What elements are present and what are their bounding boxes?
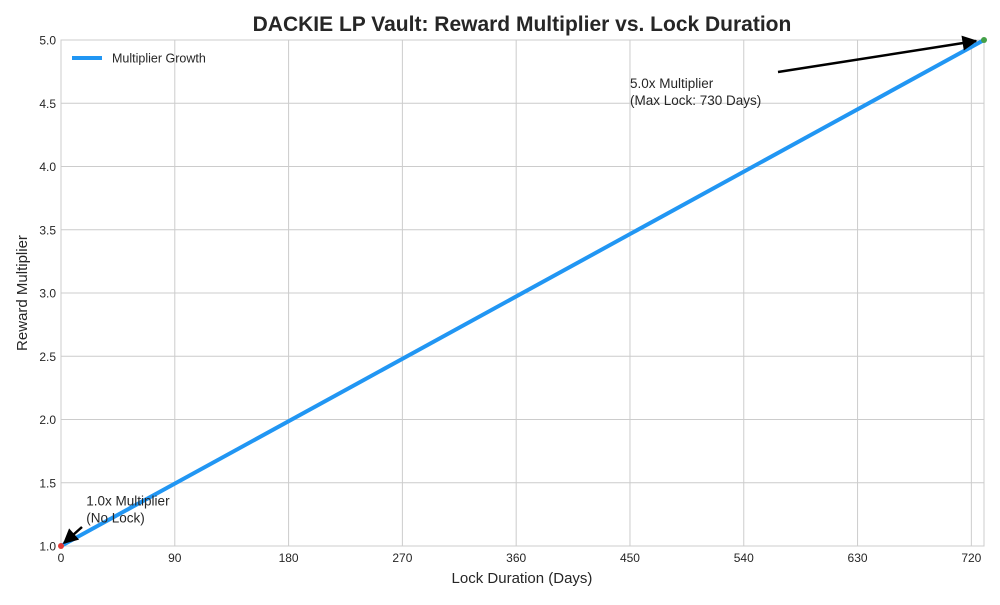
y-tick-label: 3.0	[39, 287, 56, 301]
legend: Multiplier Growth	[72, 52, 206, 66]
y-tick-label: 5.0	[39, 34, 56, 48]
plot-frame	[60, 39, 985, 547]
series-line	[60, 38, 985, 548]
data-point-marker	[981, 37, 987, 43]
x-tick-label: 630	[848, 551, 868, 565]
y-tick-label: 3.5	[39, 223, 56, 237]
y-tick-label: 1.0	[39, 540, 56, 554]
annotation-text: 5.0x Multiplier	[630, 76, 714, 91]
data-point-marker	[58, 543, 64, 549]
annotation-arrow	[62, 526, 83, 544]
series	[58, 37, 987, 549]
x-tick-label: 720	[961, 551, 981, 565]
x-tick-label: 540	[734, 551, 754, 565]
x-tick-label: 90	[168, 551, 182, 565]
y-axis-label: Reward Multiplier	[14, 235, 31, 351]
annotation-text: 1.0x Multiplier	[86, 494, 170, 509]
chart-title: DACKIE LP Vault: Reward Multiplier vs. L…	[253, 13, 792, 36]
x-tick-label: 360	[506, 551, 526, 565]
x-tick-label: 0	[58, 551, 65, 565]
x-axis-label: Lock Duration (Days)	[452, 570, 593, 587]
annotations: 1.0x Multiplier (No Lock) 5.0x Multiplier (…	[62, 35, 978, 544]
ticks: 0 90 180 270 360 450 540 630 720 1.0 1.5 2.0 2.5 3.0 3…	[39, 34, 981, 566]
x-tick-label: 180	[279, 551, 299, 565]
annotation-text: (No Lock)	[86, 511, 145, 526]
y-tick-label: 2.5	[39, 350, 56, 364]
y-tick-label: 1.5	[39, 476, 56, 490]
y-tick-label: 4.5	[39, 97, 56, 111]
legend-label: Multiplier Growth	[112, 52, 206, 66]
x-tick-label: 450	[620, 551, 640, 565]
annotation-arrow	[777, 35, 978, 74]
y-tick-label: 4.0	[39, 160, 56, 174]
x-tick-label: 270	[392, 551, 412, 565]
y-tick-label: 2.0	[39, 413, 56, 427]
annotation-text: (Max Lock: 730 Days)	[630, 93, 761, 108]
